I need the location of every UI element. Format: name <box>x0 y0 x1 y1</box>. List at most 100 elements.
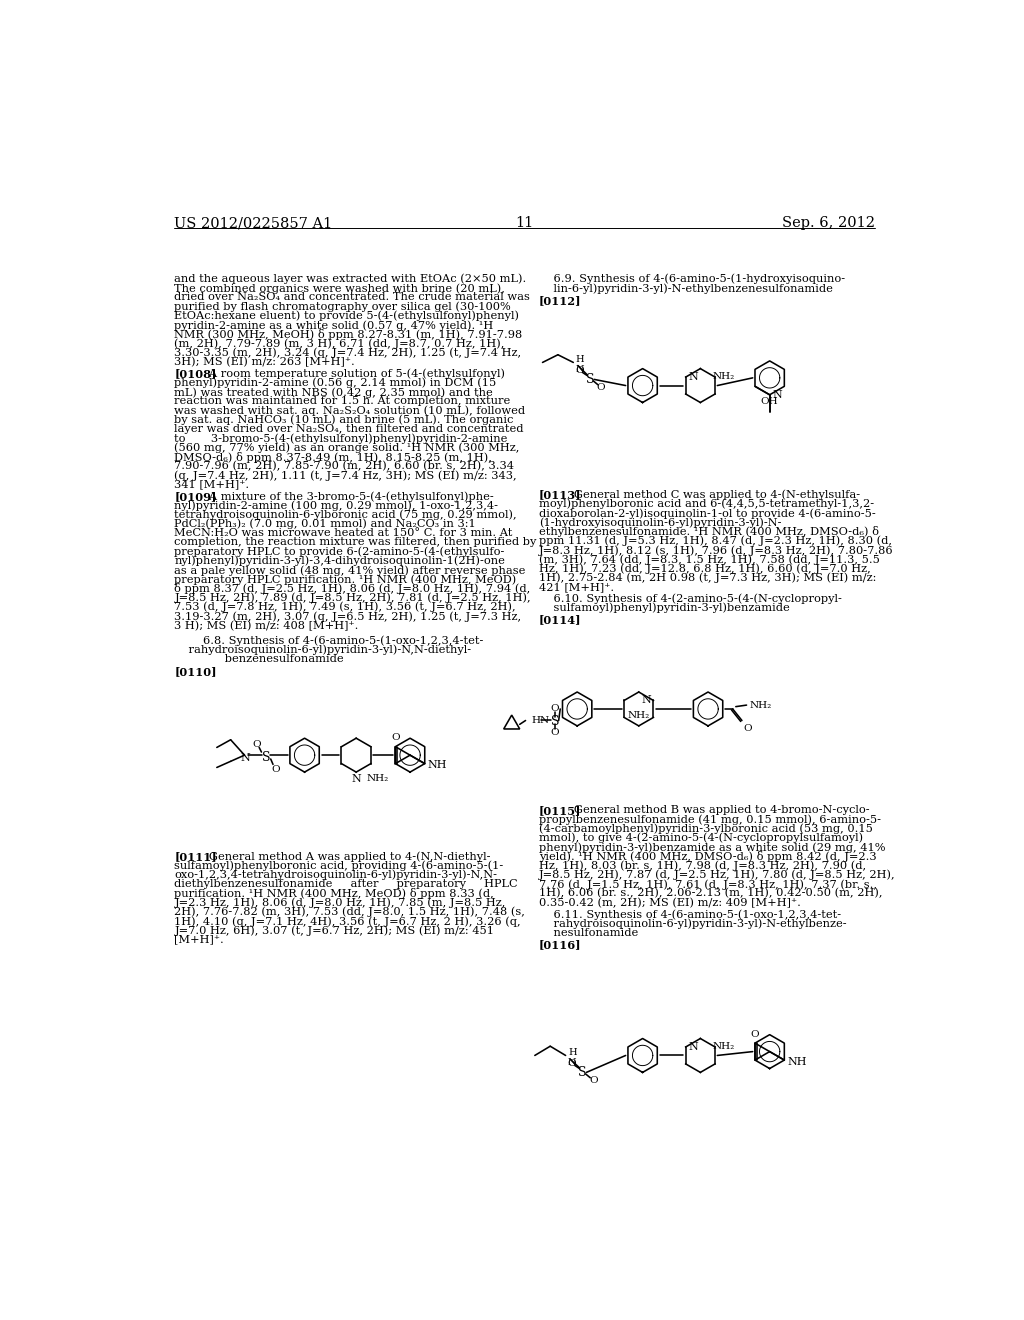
Text: PdCl₂(PPh₃)₂ (7.0 mg, 0.01 mmol) and Na₂CO₃ in 3:1: PdCl₂(PPh₃)₂ (7.0 mg, 0.01 mmol) and Na₂… <box>174 519 476 529</box>
Text: The combined organics were washed with brine (20 mL),: The combined organics were washed with b… <box>174 284 505 294</box>
Text: OH: OH <box>761 396 778 405</box>
Text: Sep. 6, 2012: Sep. 6, 2012 <box>782 216 876 230</box>
Text: yield). ¹H NMR (400 MHz, DMSO-d₆) δ ppm 8.42 (d, J=2.3: yield). ¹H NMR (400 MHz, DMSO-d₆) δ ppm … <box>539 851 877 862</box>
Text: A room temperature solution of 5-(4-(ethylsulfonyl): A room temperature solution of 5-(4-(eth… <box>199 368 506 379</box>
Text: O: O <box>567 1059 577 1068</box>
Text: propylbenzenesulfonamide (41 mg, 0.15 mmol), 6-amino-5-: propylbenzenesulfonamide (41 mg, 0.15 mm… <box>539 814 881 825</box>
Text: [0110]: [0110] <box>174 667 217 677</box>
Text: S: S <box>262 751 270 764</box>
Text: [M+H]⁺.: [M+H]⁺. <box>174 935 224 945</box>
Text: lin-6-yl)pyridin-3-yl)-N-ethylbenzenesulfonamide: lin-6-yl)pyridin-3-yl)-N-ethylbenzenesul… <box>539 284 833 294</box>
Text: nyl)pyridin-2-amine (100 mg, 0.29 mmol), 1-oxo-1,2,3,4-: nyl)pyridin-2-amine (100 mg, 0.29 mmol),… <box>174 500 499 511</box>
Text: 3 H); MS (EI) m/z: 408 [M+H]⁺.: 3 H); MS (EI) m/z: 408 [M+H]⁺. <box>174 620 358 631</box>
Text: H
N: H N <box>568 1048 577 1068</box>
Text: dried over Na₂SO₄ and concentrated. The crude material was: dried over Na₂SO₄ and concentrated. The … <box>174 293 530 302</box>
Text: NH: NH <box>787 1056 807 1067</box>
Text: S: S <box>586 372 595 385</box>
Text: (4-carbamoylphenyl)pyridin-3-ylboronic acid (53 mg, 0.15: (4-carbamoylphenyl)pyridin-3-ylboronic a… <box>539 824 872 834</box>
Text: [0111]: [0111] <box>174 851 217 862</box>
Text: 1H), 2.75-2.84 (m, 2H 0.98 (t, J=7.3 Hz, 3H); MS (EI) m/z:: 1H), 2.75-2.84 (m, 2H 0.98 (t, J=7.3 Hz,… <box>539 573 877 583</box>
Text: [0112]: [0112] <box>539 294 582 306</box>
Text: (q, J=7.4 Hz, 2H), 1.11 (t, J=7.4 Hz, 3H); MS (EI) m/z: 343,: (q, J=7.4 Hz, 2H), 1.11 (t, J=7.4 Hz, 3H… <box>174 470 517 480</box>
Text: O: O <box>271 764 280 774</box>
Text: US 2012/0225857 A1: US 2012/0225857 A1 <box>174 216 333 230</box>
Text: (m, 3H), 7.64 (dd, J=8.3, 1.5 Hz, 1H), 7.58 (dd, J=11.3, 5.5: (m, 3H), 7.64 (dd, J=8.3, 1.5 Hz, 1H), 7… <box>539 554 880 565</box>
Text: 7.76 (d, J=1.5 Hz, 1H), 7.61 (d, J=8.3 Hz, 1H), 7.37 (br. s.,: 7.76 (d, J=1.5 Hz, 1H), 7.61 (d, J=8.3 H… <box>539 879 877 890</box>
Text: 3.30-3.35 (m, 2H), 3.24 (q, J=7.4 Hz, 2H), 1.25 (t, J=7.4 Hz,: 3.30-3.35 (m, 2H), 3.24 (q, J=7.4 Hz, 2H… <box>174 348 521 359</box>
Text: O: O <box>551 705 559 713</box>
Text: 11: 11 <box>516 216 534 230</box>
Text: NH₂: NH₂ <box>713 1041 735 1051</box>
Text: [0115]: [0115] <box>539 805 581 816</box>
Text: [0113]: [0113] <box>539 490 582 500</box>
Text: (1-hydroxyisoquinolin-6-yl)pyridin-3-yl)-N-: (1-hydroxyisoquinolin-6-yl)pyridin-3-yl)… <box>539 517 781 528</box>
Text: S: S <box>579 1065 587 1078</box>
Text: J=8.5 Hz, 2H), 7.89 (d, J=8.5 Hz, 2H), 7.81 (d, J=2.5 Hz, 1H),: J=8.5 Hz, 2H), 7.89 (d, J=8.5 Hz, 2H), 7… <box>174 593 531 603</box>
Text: NH₂: NH₂ <box>713 372 735 380</box>
Text: (560 mg, 77% yield) as an orange solid. ¹H NMR (300 MHz,: (560 mg, 77% yield) as an orange solid. … <box>174 442 520 453</box>
Text: General method B was applied to 4-bromo-N-cyclo-: General method B was applied to 4-bromo-… <box>562 805 869 816</box>
Text: H
N: H N <box>575 355 585 375</box>
Text: [0109]: [0109] <box>174 491 217 502</box>
Text: N: N <box>688 372 698 381</box>
Text: rahydroisoquinolin-6-yl)pyridin-3-yl)-N,N-diethyl-: rahydroisoquinolin-6-yl)pyridin-3-yl)-N,… <box>174 644 472 655</box>
Text: 6.11. Synthesis of 4-(6-amino-5-(1-oxo-1,2,3,4-tet-: 6.11. Synthesis of 4-(6-amino-5-(1-oxo-1… <box>539 909 841 920</box>
Text: 7.90-7.96 (m, 2H), 7.85-7.90 (m, 2H), 6.60 (br. s, 2H), 3.34: 7.90-7.96 (m, 2H), 7.85-7.90 (m, 2H), 6.… <box>174 461 514 471</box>
Text: General method A was applied to 4-(N,N-diethyl-: General method A was applied to 4-(N,N-d… <box>199 851 490 862</box>
Text: mL) was treated with NBS (0.42 g, 2.35 mmol) and the: mL) was treated with NBS (0.42 g, 2.35 m… <box>174 387 494 397</box>
Text: [0116]: [0116] <box>539 940 582 950</box>
Text: O: O <box>575 366 584 375</box>
Text: Hz, 1H), 8.03 (br. s, 1H), 7.98 (d, J=8.3 Hz, 2H), 7.90 (d,: Hz, 1H), 8.03 (br. s, 1H), 7.98 (d, J=8.… <box>539 861 865 871</box>
Text: MeCN:H₂O was microwave heated at 150° C. for 3 min. At: MeCN:H₂O was microwave heated at 150° C.… <box>174 528 513 539</box>
Text: N: N <box>688 1041 698 1052</box>
Text: O: O <box>589 1076 598 1085</box>
Text: S: S <box>551 714 559 727</box>
Text: as a pale yellow solid (48 mg, 41% yield) after reverse phase: as a pale yellow solid (48 mg, 41% yield… <box>174 565 526 576</box>
Text: δ ppm 8.37 (d, J=2.5 Hz, 1H), 8.06 (d, J=8.0 Hz, 1H), 7.94 (d,: δ ppm 8.37 (d, J=2.5 Hz, 1H), 8.06 (d, J… <box>174 583 530 594</box>
Text: 6.8. Synthesis of 4-(6-amino-5-(1-oxo-1,2,3,4-tet-: 6.8. Synthesis of 4-(6-amino-5-(1-oxo-1,… <box>174 635 483 645</box>
Text: pyridin-2-amine as a white solid (0.57 g, 47% yield). ¹H: pyridin-2-amine as a white solid (0.57 g… <box>174 321 494 331</box>
Text: (m, 2H), 7.79-7.89 (m, 3 H), 6.71 (dd, J=8.7, 0.7 Hz, 1H),: (m, 2H), 7.79-7.89 (m, 3 H), 6.71 (dd, J… <box>174 339 505 350</box>
Text: diethylbenzenesulfonamide     after     preparatory     HPLC: diethylbenzenesulfonamide after preparat… <box>174 879 518 890</box>
Text: NH₂: NH₂ <box>367 775 389 783</box>
Text: N: N <box>773 389 782 400</box>
Text: oxo-1,2,3,4-tetrahydroisoquinolin-6-yl)pyridin-3-yl)-N,N-: oxo-1,2,3,4-tetrahydroisoquinolin-6-yl)p… <box>174 870 498 880</box>
Text: moyl)phenylboronic acid and 6-(4,4,5,5-tetramethyl-1,3,2-: moyl)phenylboronic acid and 6-(4,4,5,5-t… <box>539 499 873 510</box>
Text: sulfamoyl)phenyl)pyridin-3-yl)benzamide: sulfamoyl)phenyl)pyridin-3-yl)benzamide <box>539 603 790 614</box>
Text: O: O <box>391 733 399 742</box>
Text: nesulfonamide: nesulfonamide <box>539 928 638 937</box>
Text: preparatory HPLC to provide 6-(2-amino-5-(4-(ethylsulfo-: preparatory HPLC to provide 6-(2-amino-5… <box>174 546 505 557</box>
Text: Hz, 1H), 7.23 (dd, J=12.8, 6.8 Hz, 1H), 6.60 (d, J=7.0 Hz,: Hz, 1H), 7.23 (dd, J=12.8, 6.8 Hz, 1H), … <box>539 564 870 574</box>
Text: by sat. aq. NaHCO₃ (10 mL) and brine (5 mL). The organic: by sat. aq. NaHCO₃ (10 mL) and brine (5 … <box>174 414 514 425</box>
Text: nyl)phenyl)pyridin-3-yl)-3,4-dihydroisoquinolin-1(2H)-one: nyl)phenyl)pyridin-3-yl)-3,4-dihydroisoq… <box>174 556 505 566</box>
Text: dioxaborolan-2-yl)isoquinolin-1-ol to provide 4-(6-amino-5-: dioxaborolan-2-yl)isoquinolin-1-ol to pr… <box>539 508 876 519</box>
Text: layer was dried over Na₂SO₄, then filtered and concentrated: layer was dried over Na₂SO₄, then filter… <box>174 424 524 434</box>
Text: General method C was applied to 4-(N-ethylsulfa-: General method C was applied to 4-(N-eth… <box>562 490 860 500</box>
Text: J=2.3 Hz, 1H), 8.06 (d, J=8.0 Hz, 1H), 7.85 (m, J=8.5 Hz,: J=2.3 Hz, 1H), 8.06 (d, J=8.0 Hz, 1H), 7… <box>174 898 506 908</box>
Text: O: O <box>743 723 752 733</box>
Text: [0108]: [0108] <box>174 368 217 380</box>
Text: J=7.0 Hz, 6H), 3.07 (t, J=6.7 Hz, 2H); MS (EI) m/z: 451: J=7.0 Hz, 6H), 3.07 (t, J=6.7 Hz, 2H); M… <box>174 925 495 936</box>
Text: A mixture of the 3-bromo-5-(4-(ethylsulfonyl)phe-: A mixture of the 3-bromo-5-(4-(ethylsulf… <box>199 491 495 502</box>
Text: NMR (300 MHz, MeOH) δ ppm 8.27-8.31 (m, 1H), 7.91-7.98: NMR (300 MHz, MeOH) δ ppm 8.27-8.31 (m, … <box>174 330 522 341</box>
Text: O: O <box>253 741 261 748</box>
Text: 1H), 6.06 (br. s., 2H), 2.06-2.13 (m, 1H), 0.42-0.50 (m, 2H),: 1H), 6.06 (br. s., 2H), 2.06-2.13 (m, 1H… <box>539 888 882 899</box>
Text: 7.53 (d, J=7.8 Hz, 1H), 7.49 (s, 1H), 3.56 (t, J=6.7 Hz, 2H),: 7.53 (d, J=7.8 Hz, 1H), 7.49 (s, 1H), 3.… <box>174 602 516 612</box>
Text: O: O <box>751 1030 760 1039</box>
Text: 6.10. Synthesis of 4-(2-amino-5-(4-(N-cyclopropyl-: 6.10. Synthesis of 4-(2-amino-5-(4-(N-cy… <box>539 594 842 605</box>
Text: 0.35-0.42 (m, 2H); MS (EI) m/z: 409 [M+H]⁺.: 0.35-0.42 (m, 2H); MS (EI) m/z: 409 [M+H… <box>539 898 801 908</box>
Text: purification. ¹H NMR (400 MHz, MeOD) δ ppm 8.33 (d,: purification. ¹H NMR (400 MHz, MeOD) δ p… <box>174 888 495 899</box>
Text: 341 [M+H]⁺.: 341 [M+H]⁺. <box>174 479 250 490</box>
Text: J=8.5 Hz, 2H), 7.87 (d, J=2.5 Hz, 1H), 7.80 (d, J=8.5 Hz, 2H),: J=8.5 Hz, 2H), 7.87 (d, J=2.5 Hz, 1H), 7… <box>539 870 895 880</box>
Text: O: O <box>597 383 605 392</box>
Text: N: N <box>241 754 250 763</box>
Text: NH: NH <box>428 760 447 770</box>
Text: J=8.3 Hz, 1H), 8.12 (s, 1H), 7.96 (d, J=8.3 Hz, 2H), 7.80-7.86: J=8.3 Hz, 1H), 8.12 (s, 1H), 7.96 (d, J=… <box>539 545 893 556</box>
Text: tetrahydroisoquinolin-6-ylboronic acid (75 mg, 0.29 mmol),: tetrahydroisoquinolin-6-ylboronic acid (… <box>174 510 517 520</box>
Text: HN: HN <box>531 715 550 725</box>
Text: ethylbenzenesulfonamide. ¹H NMR (400 MHz, DMSO-d₆) δ: ethylbenzenesulfonamide. ¹H NMR (400 MHz… <box>539 527 879 537</box>
Text: 2H), 7.76-7.82 (m, 3H), 7.53 (dd, J=8.0, 1.5 Hz, 1H), 7.48 (s,: 2H), 7.76-7.82 (m, 3H), 7.53 (dd, J=8.0,… <box>174 907 525 917</box>
Text: preparatory HPLC purification. ¹H NMR (400 MHz, MeOD): preparatory HPLC purification. ¹H NMR (4… <box>174 574 517 585</box>
Text: N: N <box>351 775 361 784</box>
Text: mmol), to give 4-(2-amino-5-(4-(N-cyclopropylsulfamoyl): mmol), to give 4-(2-amino-5-(4-(N-cyclop… <box>539 833 863 843</box>
